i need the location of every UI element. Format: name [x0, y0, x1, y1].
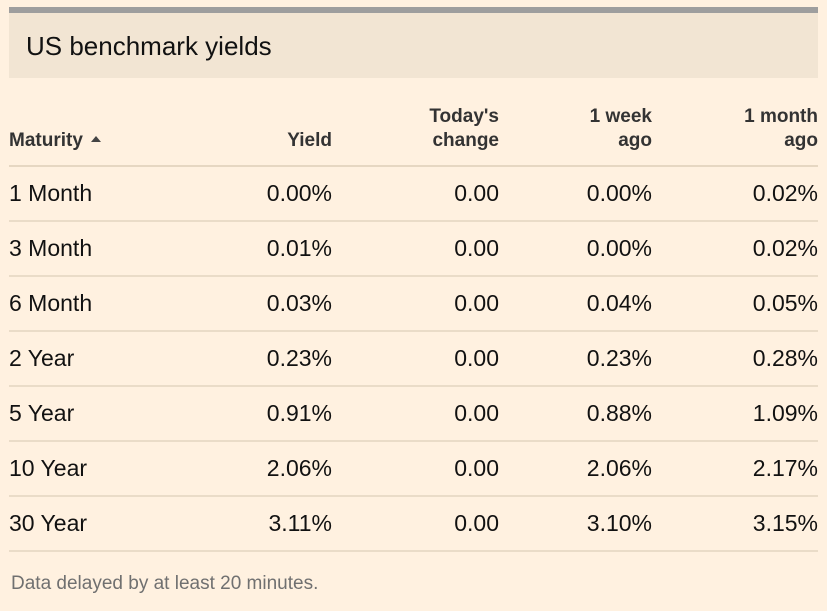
column-header-todays-change-line2: change — [432, 130, 499, 151]
table-row: 1 Month 0.00% 0.00 0.00% 0.02% — [9, 166, 818, 222]
column-header-maturity-label: Maturity — [9, 130, 83, 151]
column-header-todays-change[interactable]: Today's change — [332, 105, 499, 167]
cell-1-month-ago: 0.05% — [652, 276, 818, 332]
column-header-yield-label: Yield — [287, 130, 332, 151]
column-header-todays-change-line1: Today's — [429, 106, 499, 127]
cell-todays-change: 0.00 — [332, 496, 499, 552]
cell-yield: 2.06% — [209, 441, 332, 497]
column-header-1-month-ago-line1: 1 month — [744, 106, 818, 127]
column-header-yield[interactable]: Yield — [209, 105, 332, 167]
cell-todays-change: 0.00 — [332, 386, 499, 442]
top-rule — [9, 7, 818, 13]
cell-yield: 0.23% — [209, 331, 332, 387]
cell-1-month-ago: 0.28% — [652, 331, 818, 387]
cell-maturity: 5 Year — [9, 386, 209, 442]
cell-maturity: 30 Year — [9, 496, 209, 552]
column-header-1-week-ago-line1: 1 week — [589, 106, 652, 127]
table-header-row: Maturity Yield Today's change 1 week ago… — [9, 105, 818, 167]
cell-1-week-ago: 0.23% — [499, 331, 652, 387]
table-row: 10 Year 2.06% 0.00 2.06% 2.17% — [9, 441, 818, 497]
cell-todays-change: 0.00 — [332, 276, 499, 332]
column-header-1-month-ago-line2: ago — [784, 130, 818, 151]
cell-maturity: 6 Month — [9, 276, 209, 332]
cell-todays-change: 0.00 — [332, 331, 499, 387]
cell-1-week-ago: 0.04% — [499, 276, 652, 332]
table-row: 2 Year 0.23% 0.00 0.23% 0.28% — [9, 331, 818, 387]
sort-up-icon[interactable] — [90, 135, 101, 142]
cell-1-month-ago: 0.02% — [652, 221, 818, 277]
cell-todays-change: 0.00 — [332, 441, 499, 497]
cell-yield: 0.01% — [209, 221, 332, 277]
cell-todays-change: 0.00 — [332, 221, 499, 277]
cell-1-month-ago: 2.17% — [652, 441, 818, 497]
cell-todays-change: 0.00 — [332, 166, 499, 222]
table-row: 3 Month 0.01% 0.00 0.00% 0.02% — [9, 221, 818, 277]
cell-yield: 0.03% — [209, 276, 332, 332]
cell-yield: 0.91% — [209, 386, 332, 442]
cell-yield: 0.00% — [209, 166, 332, 222]
cell-1-month-ago: 1.09% — [652, 386, 818, 442]
cell-1-week-ago: 0.00% — [499, 166, 652, 222]
panel-header: US benchmark yields — [9, 13, 818, 78]
cell-1-week-ago: 3.10% — [499, 496, 652, 552]
cell-1-month-ago: 3.15% — [652, 496, 818, 552]
column-header-1-month-ago[interactable]: 1 month ago — [652, 105, 818, 167]
data-delay-footnote: Data delayed by at least 20 minutes. — [11, 573, 319, 594]
column-header-1-week-ago[interactable]: 1 week ago — [499, 105, 652, 167]
table-row: 5 Year 0.91% 0.00 0.88% 1.09% — [9, 386, 818, 442]
cell-yield: 3.11% — [209, 496, 332, 552]
cell-maturity: 1 Month — [9, 166, 209, 222]
cell-1-month-ago: 0.02% — [652, 166, 818, 222]
column-header-maturity[interactable]: Maturity — [9, 105, 209, 167]
table-row: 6 Month 0.03% 0.00 0.04% 0.05% — [9, 276, 818, 332]
cell-1-week-ago: 2.06% — [499, 441, 652, 497]
column-header-1-week-ago-line2: ago — [618, 130, 652, 151]
cell-1-week-ago: 0.88% — [499, 386, 652, 442]
table-row: 30 Year 3.11% 0.00 3.10% 3.15% — [9, 496, 818, 552]
cell-maturity: 2 Year — [9, 331, 209, 387]
panel-title: US benchmark yields — [26, 31, 272, 61]
cell-maturity: 3 Month — [9, 221, 209, 277]
cell-maturity: 10 Year — [9, 441, 209, 497]
yields-table: Maturity Yield Today's change 1 week ago… — [9, 105, 818, 552]
cell-1-week-ago: 0.00% — [499, 221, 652, 277]
